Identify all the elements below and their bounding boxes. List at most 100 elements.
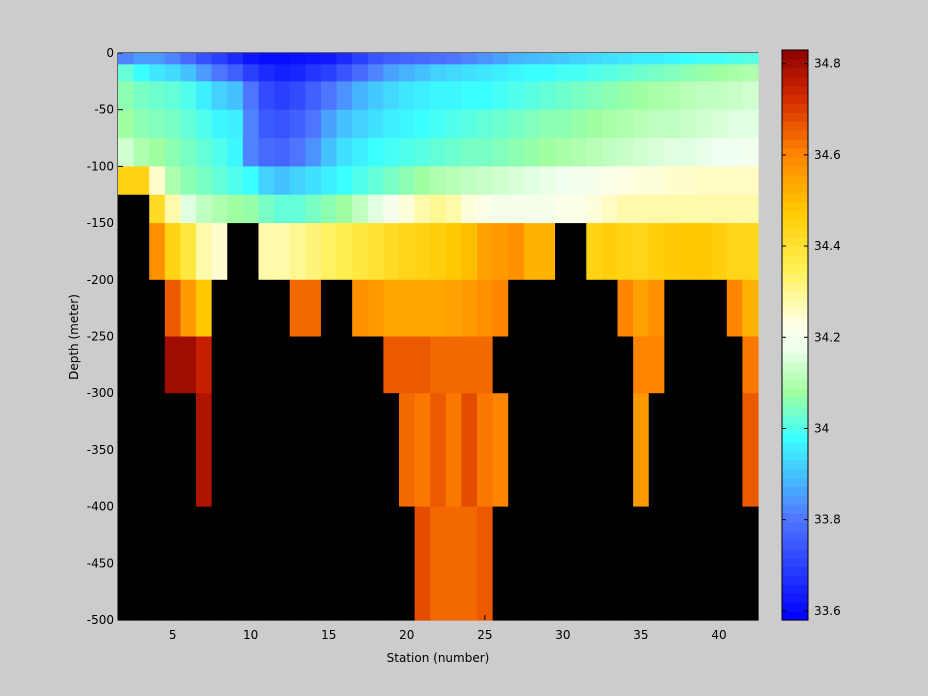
heatmap-cell [711, 53, 728, 65]
colorbar-tick-label: 34.6 [814, 148, 841, 162]
heatmap-cell [570, 506, 587, 621]
heatmap-cell [633, 336, 650, 394]
heatmap-cell [492, 53, 509, 65]
heatmap-cell [398, 64, 416, 82]
heatmap-cell [492, 109, 509, 139]
heatmap-cell [149, 336, 166, 394]
heatmap-cell [430, 81, 447, 111]
heatmap-cell [149, 109, 166, 139]
heatmap-cell [133, 109, 150, 139]
heatmap-cell [383, 64, 400, 82]
heatmap-cell [445, 506, 463, 621]
heatmap-cell [726, 53, 743, 65]
heatmap-cell [149, 81, 166, 111]
heatmap-cell [242, 223, 260, 281]
colorbar-swatch [782, 468, 808, 479]
colorbar-swatch [782, 103, 808, 113]
heatmap-cell [414, 194, 431, 224]
heatmap-cell [586, 166, 603, 196]
heatmap-cell [164, 279, 182, 338]
colorbar-swatch [782, 245, 808, 256]
heatmap-cell [726, 109, 743, 139]
heatmap-cell [352, 506, 369, 621]
colorbar-swatch [782, 254, 808, 265]
y-tick-label: -200 [87, 273, 114, 287]
heatmap-cell [274, 81, 291, 111]
colorbar-swatch [782, 432, 808, 443]
colorbar-swatch [782, 539, 808, 550]
heatmap-cell [320, 279, 338, 338]
heatmap-cell [492, 279, 509, 338]
heatmap-cell [601, 109, 619, 139]
heatmap-cell [133, 194, 150, 224]
heatmap-cell [211, 336, 228, 394]
heatmap-cell [118, 109, 135, 139]
heatmap-cell [664, 81, 681, 111]
colorbar-swatch [782, 477, 808, 488]
heatmap-cell [242, 81, 260, 111]
heatmap-cell [664, 64, 681, 82]
heatmap-cell [305, 64, 322, 82]
heatmap-cell [711, 194, 728, 224]
heatmap-cell [289, 64, 306, 82]
heatmap-cell [274, 109, 291, 139]
heatmap-cell [461, 166, 478, 196]
heatmap-cell [211, 506, 228, 621]
heatmap-cell [679, 138, 697, 167]
heatmap-cell [398, 336, 416, 394]
heatmap-cell [274, 279, 291, 338]
heatmap-cell [414, 166, 431, 196]
y-tick-label: 0 [106, 46, 114, 60]
y-tick-label: -50 [94, 103, 114, 117]
heatmap-cell [742, 279, 759, 338]
heatmap-cell [601, 336, 619, 394]
heatmap-cell [477, 53, 494, 65]
heatmap-cell [570, 279, 587, 338]
heatmap-cell [352, 109, 369, 139]
heatmap-cell [289, 81, 306, 111]
heatmap-cell [523, 64, 541, 82]
heatmap-cell [430, 64, 447, 82]
heatmap-cell [477, 109, 494, 139]
heatmap-cell [461, 393, 478, 508]
heatmap-cell [227, 81, 244, 111]
heatmap-cell [711, 166, 728, 196]
heatmap-cell [679, 194, 697, 224]
heatmap-cell [149, 279, 166, 338]
plot-area: 5 10 15 20 25 30 35 40 0 -50 -100 -150 -200 -250 -300… [67, 46, 759, 665]
heatmap-cell [601, 138, 619, 167]
heatmap-cell [695, 64, 712, 82]
heatmap-cell [196, 53, 213, 65]
heatmap-cell [570, 109, 587, 139]
heatmap-cell [679, 506, 697, 621]
heatmap-cell [289, 53, 306, 65]
heatmap-cell [664, 166, 681, 196]
heatmap-cell [149, 138, 166, 167]
heatmap-cell [633, 279, 650, 338]
colorbar-swatch [782, 379, 808, 390]
colorbar-swatch [782, 290, 808, 300]
heatmap-cell [242, 194, 260, 224]
heatmap-cell [305, 138, 322, 167]
heatmap-cell [508, 81, 525, 111]
heatmap-cell [523, 223, 541, 281]
heatmap-cell [617, 506, 634, 621]
heatmap-cell [274, 336, 291, 394]
colorbar-swatch [782, 343, 808, 354]
heatmap-cell [570, 81, 587, 111]
colorbar-swatch [782, 602, 808, 612]
heatmap-cell [164, 223, 182, 281]
heatmap-cell [305, 393, 322, 508]
colorbar-swatch [782, 486, 808, 496]
heatmap-cell [570, 64, 587, 82]
heatmap-cell [633, 166, 650, 196]
heatmap-cell [633, 194, 650, 224]
colorbar-swatch [782, 513, 808, 523]
heatmap-cell [742, 64, 759, 82]
heatmap-cell [633, 81, 650, 111]
heatmap-cell [445, 53, 463, 65]
heatmap-cell [742, 166, 759, 196]
colorbar-tick-label: 33.6 [814, 604, 841, 618]
heatmap-cell [695, 109, 712, 139]
